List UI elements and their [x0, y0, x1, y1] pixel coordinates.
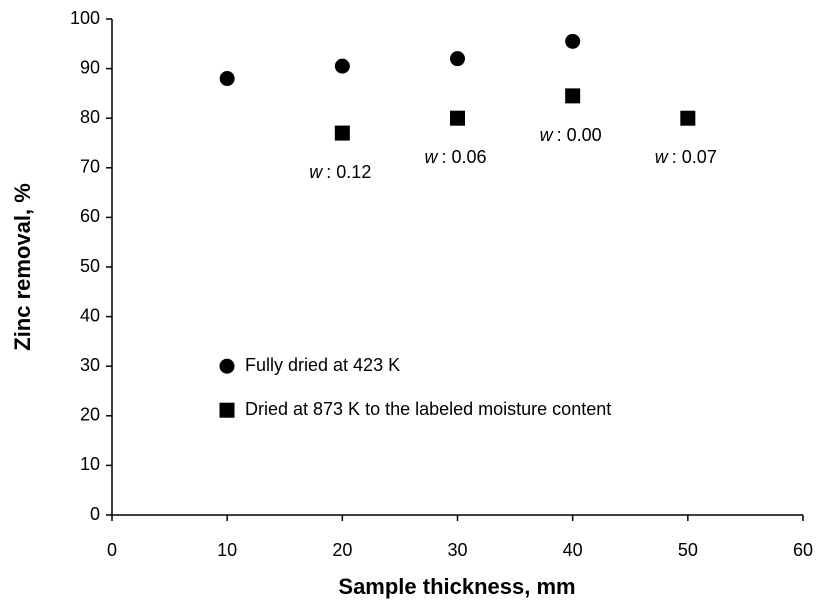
point-label-variable: w: [309, 162, 323, 182]
y-tick-label: 30: [80, 355, 100, 375]
y-tick-label: 40: [80, 305, 100, 325]
marker: [565, 88, 581, 104]
point-label-variable: w: [540, 125, 554, 145]
y-tick-label: 80: [80, 107, 100, 127]
marker: [334, 125, 350, 141]
y-tick-label: 50: [80, 256, 100, 276]
point-label: w: 0.12: [309, 162, 371, 182]
marker: [219, 71, 235, 87]
x-tick-label: 50: [678, 540, 698, 560]
marker: [565, 33, 581, 49]
legend-marker: [219, 358, 235, 374]
x-tick-label: 30: [447, 540, 467, 560]
legend-label: Fully dried at 423 K: [245, 355, 400, 375]
y-axis-title: Zinc removal, %: [10, 183, 35, 351]
y-tick-label: 60: [80, 206, 100, 226]
marker: [334, 58, 350, 74]
y-tick-label: 70: [80, 157, 100, 177]
marker: [450, 110, 465, 126]
x-tick-label: 40: [563, 540, 583, 560]
x-tick-label: 0: [107, 540, 117, 560]
y-tick-label: 100: [70, 8, 100, 28]
point-label: w: 0.07: [655, 147, 717, 167]
legend-label: Dried at 873 K to the labeled moisture c…: [245, 399, 611, 419]
y-tick-label: 20: [80, 405, 100, 425]
y-tick-label: 90: [80, 57, 100, 77]
point-label: w: 0.00: [540, 125, 602, 145]
point-label-text: : 0.00: [557, 125, 602, 145]
marker: [450, 51, 465, 67]
point-label-text: : 0.07: [672, 147, 717, 167]
x-tick-label: 10: [217, 540, 237, 560]
x-axis-title: Sample thickness, mm: [338, 574, 575, 599]
point-label-text: : 0.12: [326, 162, 371, 182]
point-label-text: : 0.06: [441, 147, 486, 167]
x-tick-label: 60: [793, 540, 813, 560]
point-label: w: 0.06: [424, 147, 486, 167]
point-label-variable: w: [655, 147, 669, 167]
y-tick-label: 0: [90, 504, 100, 524]
x-tick-label: 20: [332, 540, 352, 560]
y-tick-label: 10: [80, 454, 100, 474]
marker: [680, 110, 696, 126]
legend-marker: [219, 402, 235, 418]
point-label-variable: w: [424, 147, 438, 167]
